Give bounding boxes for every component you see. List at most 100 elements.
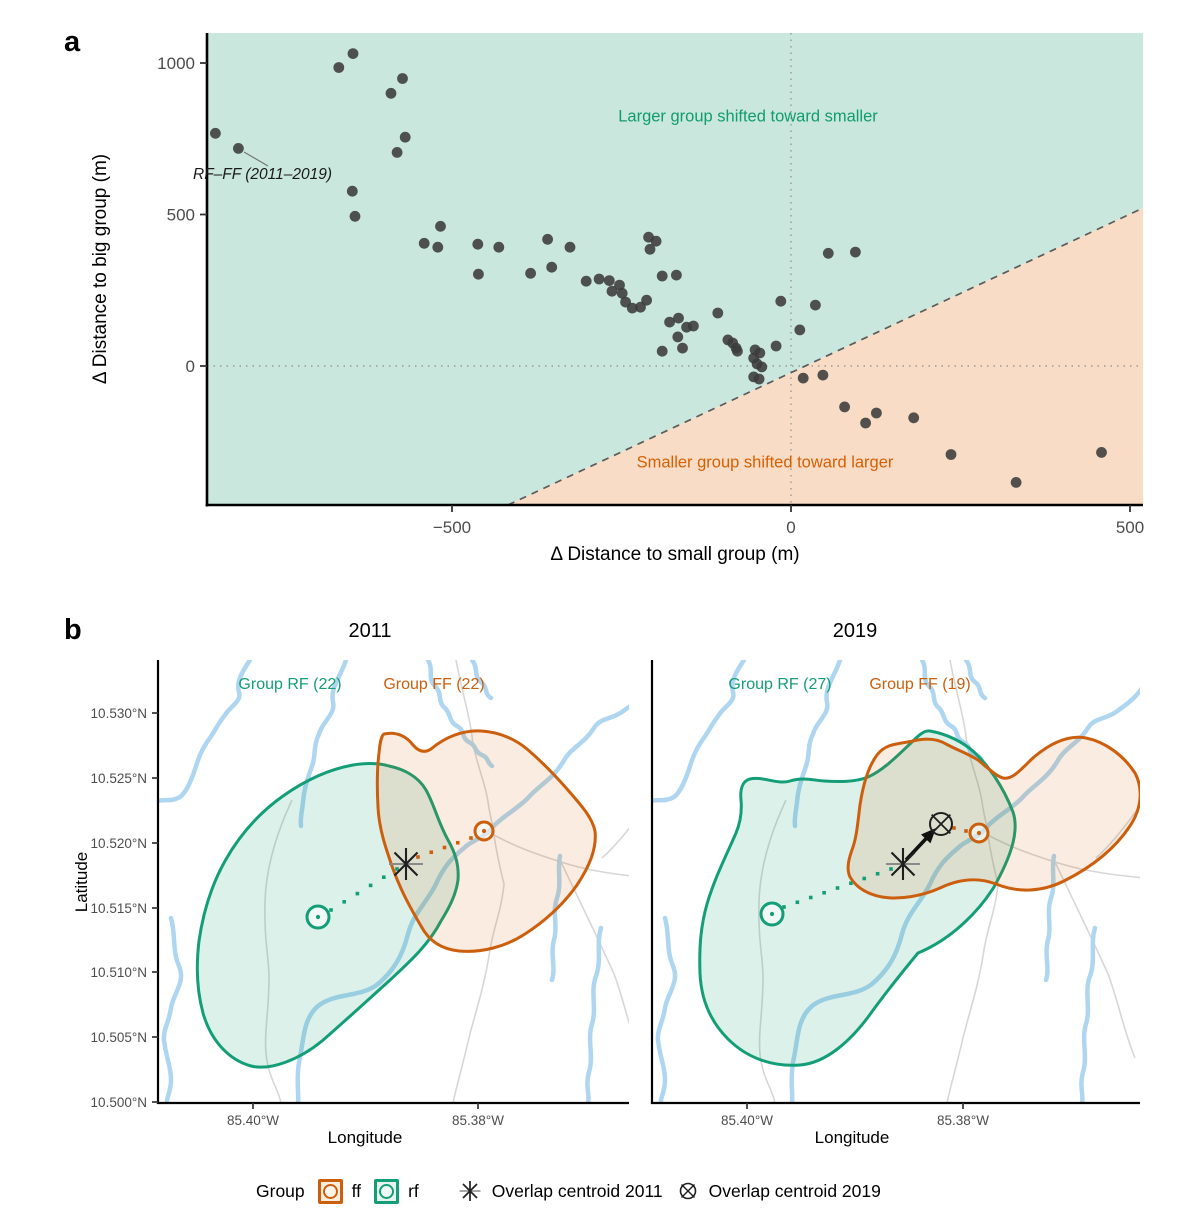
lon-tick-label: 85.40°W [721, 1113, 773, 1128]
scatter-point [399, 131, 411, 143]
centroid-connector-dot [808, 895, 813, 900]
scatter-point [564, 241, 576, 253]
asterisk-ray [393, 851, 419, 877]
river-line [789, 686, 1140, 1103]
river-line [549, 853, 563, 983]
map-panel [158, 660, 629, 1103]
scatter-point [525, 267, 536, 279]
scatter-point [432, 241, 444, 253]
scatter-point [673, 312, 684, 324]
river-line [655, 915, 678, 1103]
lat-tick-label: 10.530°N [91, 706, 147, 721]
scatter-point [606, 285, 618, 297]
lat-tick-label: 10.510°N [91, 965, 147, 980]
map-legend: Group ff rf Overlap centroid 2011 Overla… [256, 1178, 881, 1204]
group-ff-2019-label: Group FF (19) [869, 676, 971, 693]
centroid-connector-dot [782, 905, 786, 909]
y-tick-label: 500 [167, 206, 195, 225]
scatter-point [333, 62, 345, 73]
map-2019-x-axis-title: Longitude [814, 1128, 890, 1147]
centroid-connector-dot [355, 891, 360, 896]
panel-a-label: a [64, 26, 81, 58]
scatter-point [770, 340, 782, 352]
scatter-point [756, 361, 768, 373]
centroid-connector-dot [382, 875, 386, 879]
scatter-point [385, 87, 397, 99]
lon-tick-label: 85.38°W [937, 1113, 989, 1128]
group-rf-2019-label: Group RF (27) [728, 676, 832, 693]
panel-a-x-axis-title: Δ Distance to small group (m) [550, 544, 800, 565]
scatter-point [616, 287, 628, 299]
map-title-2019: 2019 [832, 620, 878, 642]
scatter-point [850, 246, 861, 258]
centroid-connector-dot [416, 855, 420, 859]
river-line [792, 660, 843, 829]
legend-group-title: Group [256, 1180, 305, 1201]
scatter-point [546, 261, 558, 273]
centroid-connector-dot [455, 840, 460, 845]
scatter-point [672, 331, 684, 343]
scatter-point [671, 269, 682, 281]
scatter-point [391, 147, 403, 158]
y-tick-label: 1000 [157, 54, 195, 73]
scatter-point [614, 279, 625, 291]
road-line [1054, 861, 1136, 1059]
legend-rf-label: rf [408, 1180, 419, 1201]
centroid-connector-dot [329, 908, 333, 912]
legend-centroid-2011-label: Overlap centroid 2011 [491, 1180, 663, 1201]
centroid-connector-dot [875, 871, 880, 876]
scatter-point [822, 247, 834, 259]
annotation-leader-line [243, 151, 269, 167]
scatter-point [664, 316, 675, 328]
centroid-connector-dot [964, 829, 968, 833]
map-2011-x-axis-title: Longitude [327, 1128, 403, 1147]
scatter-point [435, 220, 446, 232]
scatter-point [775, 295, 787, 307]
centroid-connector-dot [429, 850, 434, 855]
scatter-point [732, 345, 743, 357]
lon-tick-label: 85.40°W [227, 1113, 279, 1128]
centroid-connector-dot [442, 845, 447, 850]
panel-a-y-axis-title: Δ Distance to big group (m) [90, 153, 111, 385]
scatter-point [346, 185, 358, 197]
scatter-point [794, 324, 806, 336]
scatter-point [860, 417, 871, 429]
scatter-point [817, 369, 829, 381]
scatter-point [641, 294, 652, 306]
y-tick-label: 0 [186, 357, 195, 376]
scatter-point [656, 345, 668, 357]
river-line [585, 925, 604, 1103]
centroid-connector-dot [849, 881, 853, 886]
river-line [425, 660, 495, 769]
rf-centroid-marker-dot [769, 911, 775, 917]
river-line [1079, 925, 1098, 1103]
road-line [758, 799, 787, 1103]
road-line [1095, 804, 1140, 859]
panel-b-label: b [64, 614, 82, 646]
river-line [158, 660, 253, 804]
river-line [298, 660, 349, 829]
overlap-centroid-2019-marker [929, 812, 953, 836]
scatter-point [580, 275, 592, 287]
scatter-point [493, 241, 505, 253]
scatter-point [473, 268, 484, 280]
river-line [963, 660, 988, 701]
centroid-connector-dot [368, 883, 373, 888]
lon-tick-label: 85.38°W [452, 1113, 504, 1128]
scatter-point [656, 270, 668, 282]
river-line [295, 704, 629, 1103]
centroid-connector-dot [395, 867, 399, 871]
centroid-connector-dot [342, 900, 346, 904]
legend-ff-label: ff [351, 1180, 362, 1201]
rf-range-key-icon [374, 1178, 400, 1204]
scatter-point [349, 210, 361, 222]
scatter-point [908, 412, 920, 424]
ff-centroid-marker-dot [481, 828, 487, 834]
centroid-connector-dot [822, 890, 826, 895]
scatter-point [644, 243, 656, 255]
centroid-connector-dot [795, 900, 800, 905]
x-tick-label: 500 [1116, 518, 1144, 537]
region-label-larger-group: Larger group shifted toward smaller [618, 107, 878, 126]
scatter-point [593, 273, 605, 285]
